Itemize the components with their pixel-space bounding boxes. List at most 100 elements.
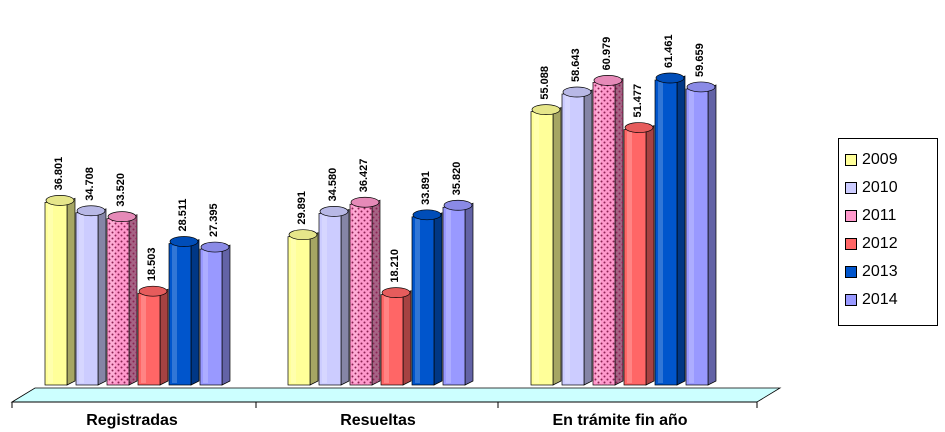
bar-top	[45, 195, 75, 206]
category-labels-group: Registradas Resueltas En trámite fin año	[86, 412, 688, 429]
legend-swatch	[845, 210, 857, 222]
bar-highlight	[291, 238, 296, 383]
bar-value-label: 33.891	[420, 171, 432, 205]
bar-value-label: 27.395	[208, 203, 220, 237]
bars-group	[44, 72, 717, 386]
bar-highlight	[534, 113, 539, 384]
bar-side-pattern	[129, 214, 137, 385]
bar-top	[531, 104, 561, 115]
bar-side	[340, 208, 350, 386]
bar-2010-2	[561, 86, 593, 386]
bar-highlight	[565, 95, 570, 383]
bar-2009-1	[287, 229, 319, 386]
bar-top	[593, 75, 623, 86]
bar-value-label: 60.979	[601, 37, 613, 71]
bar-side	[66, 197, 76, 386]
bar-side	[159, 288, 169, 386]
bar-highlight	[203, 251, 208, 383]
bar-side	[707, 84, 717, 386]
bar-value-label: 51.477	[632, 84, 644, 118]
bar-2009-2	[530, 104, 562, 386]
bar-pattern	[593, 82, 615, 386]
bar-side	[583, 89, 593, 386]
bar-value-label: 35.820	[451, 162, 463, 196]
bar-top	[200, 241, 230, 253]
legend-swatch	[845, 294, 857, 306]
bar-highlight	[446, 209, 451, 383]
bar-pattern	[350, 204, 372, 385]
legend-label: 2009	[862, 151, 898, 168]
bar-2012-2	[623, 122, 655, 386]
bar-value-label: 33.520	[115, 173, 127, 207]
bar-top	[350, 196, 380, 208]
legend-swatch	[845, 266, 857, 278]
bar-value-label: 59.659	[694, 43, 706, 77]
bar-2011-1	[349, 196, 381, 386]
bar-top	[169, 236, 199, 247]
bar-value-label: 34.580	[327, 168, 339, 202]
legend-item-2009: 2009	[845, 149, 898, 171]
bar-value-label: 29.891	[296, 191, 308, 225]
bar-value-label: 58.643	[570, 48, 582, 82]
legend-item-2011: 2011	[845, 205, 896, 227]
legend-label: 2011	[862, 207, 897, 224]
category-label: Resueltas	[340, 412, 416, 429]
legend-item-2014: 2014	[845, 289, 898, 311]
bar-side	[97, 208, 107, 386]
bar-side-pattern	[615, 78, 623, 386]
bar-pattern	[107, 218, 129, 385]
bar-value-label: 61.461	[663, 34, 675, 68]
bar-highlight	[79, 214, 84, 383]
bar-highlight	[172, 245, 177, 383]
bar-2013-0	[168, 236, 200, 386]
legend-label: 2014	[862, 291, 898, 308]
bar-highlight	[322, 215, 327, 383]
bar-top	[412, 209, 442, 221]
legend-swatch	[845, 182, 857, 194]
bar-highlight	[658, 82, 663, 383]
bar-top	[76, 205, 106, 217]
bar-top	[443, 199, 473, 211]
bar-top	[288, 229, 318, 241]
bar-highlight	[415, 218, 420, 383]
bar-2012-0	[137, 285, 169, 386]
bar-2010-0	[75, 205, 107, 386]
bar-highlight	[627, 131, 632, 383]
bar-top	[381, 287, 411, 298]
legend-swatch	[845, 238, 857, 250]
legend: 2009 2010 2011 2012 2013 2014	[838, 138, 938, 326]
bar-highlight	[141, 295, 146, 383]
value-labels-group: 36.801 34.708 33.520 18.503 28.511 27.395 29.8…	[53, 34, 706, 282]
legend-item-2010: 2010	[845, 177, 898, 199]
bar-top	[138, 285, 168, 297]
bar-value-label: 28.511	[177, 198, 189, 231]
bar-2014-1	[442, 199, 474, 386]
bar-top	[107, 211, 137, 223]
legend-item-2012: 2012	[845, 233, 898, 255]
chart-floor	[10, 387, 782, 403]
bar-2012-1	[380, 287, 412, 386]
bar-2014-0	[199, 241, 231, 386]
bar-side	[433, 212, 443, 386]
bar-side	[552, 107, 562, 386]
bar-top	[562, 86, 592, 98]
bar-side	[309, 232, 319, 386]
legend-label: 2010	[862, 179, 898, 196]
bar-highlight	[689, 90, 694, 384]
bar-highlight	[384, 296, 389, 383]
bar-value-label: 36.427	[358, 159, 370, 193]
bar-top	[686, 81, 716, 93]
bar-side	[221, 244, 231, 386]
bar-highlight	[48, 204, 53, 383]
legend-swatch	[845, 154, 857, 166]
bar-side	[464, 202, 474, 386]
category-label: Registradas	[86, 412, 178, 429]
bar-value-label: 55.088	[539, 66, 551, 100]
bar-2011-2	[592, 75, 624, 386]
bar-value-label: 36.801	[53, 157, 65, 191]
bar-side	[402, 290, 412, 386]
bar-top	[319, 206, 349, 217]
bar-value-label: 18.503	[146, 248, 158, 282]
legend-label: 2012	[862, 235, 898, 252]
